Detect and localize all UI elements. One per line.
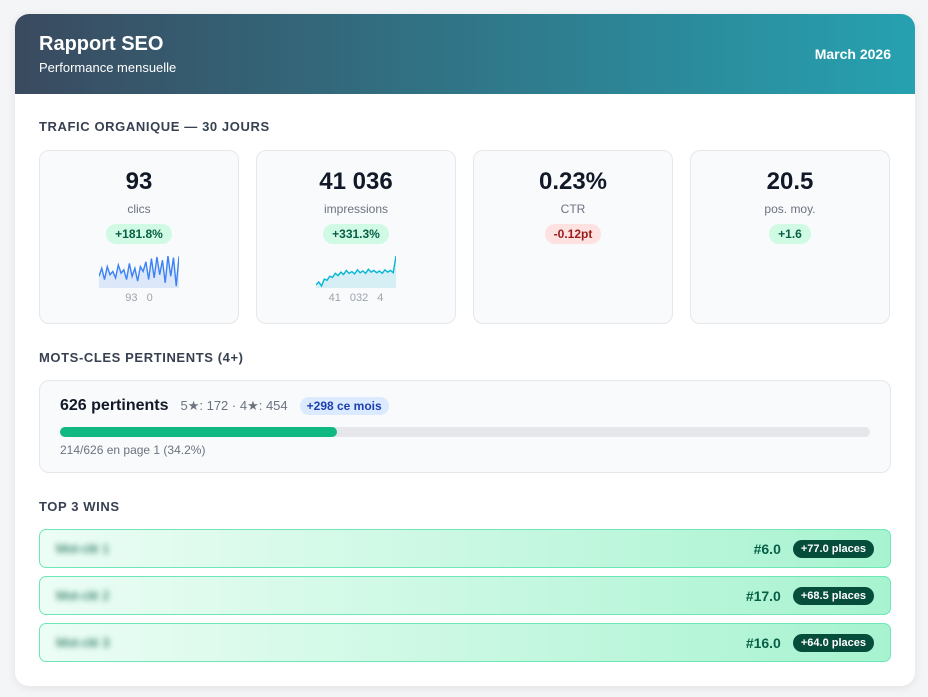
win-position: #17.0 — [745, 587, 781, 604]
win-position: #16.0 — [745, 634, 781, 651]
sparkline-labels: 41 032 4 — [257, 292, 455, 304]
metric-label: pos. moy. — [764, 202, 816, 216]
progress-fill — [60, 427, 338, 437]
metric-value: 0.23% — [538, 168, 608, 195]
win-keyword: Mot-clé 2 — [56, 588, 110, 603]
subtitle: Performance mensuelle — [39, 60, 177, 75]
win-keyword: Mot-clé 1 — [56, 541, 110, 556]
metric-card: 41 036 impressions +331.3% 41 032 4 — [256, 150, 456, 324]
progress-label: 214/626 en page 1 (34.2%) — [60, 443, 206, 457]
sparkline-labels: 93 0 — [40, 292, 238, 304]
date: March 2026 — [814, 46, 891, 62]
sparkline — [316, 255, 396, 288]
win-gain: +68.5 places — [792, 586, 874, 605]
sparkline-line — [99, 255, 179, 287]
header-text: Rapport SEO Performance mensuelle — [39, 33, 176, 75]
metric-label: impressions — [323, 202, 389, 216]
metric-delta: -0.12pt — [544, 224, 602, 244]
sparkline — [99, 255, 179, 288]
keywords-box: 626 pertinents 5★: 172 · 4★: 454 +298 ce m… — [39, 380, 891, 473]
sparkline-line — [316, 255, 396, 288]
metric-value: 93 — [125, 168, 153, 195]
metric-value: 20.5 — [766, 168, 814, 195]
metric-card: 93 clics +181.8% 93 0 — [39, 150, 239, 324]
title: Rapport SEO — [39, 33, 164, 55]
sparkline-label: 41 032 — [328, 292, 369, 304]
win-keyword: Mot-clé 3 — [56, 635, 110, 650]
metrics: 93 clics +181.8% 93 0 41 036 impressions +331… — [39, 150, 890, 324]
progress-track — [60, 427, 870, 437]
section-title: MOTS-CLES PERTINENTS (4+) — [39, 350, 244, 365]
metric-delta: +1.6 — [769, 224, 811, 244]
win-gain: +77.0 places — [792, 539, 874, 558]
win-gain: +64.0 places — [792, 633, 874, 652]
sparkline-label: 0 — [146, 292, 153, 304]
metric-card: 20.5 pos. moy. +1.6 — [690, 150, 890, 324]
metric-delta: +181.8% — [106, 224, 172, 244]
sparkline-area — [99, 256, 179, 288]
metric-delta: +331.3% — [323, 224, 389, 244]
report-card: Rapport SEO Performance mensuelle March … — [15, 14, 915, 686]
win-row: Mot-clé 3 #16.0 +64.0 places — [39, 623, 891, 662]
win-position: #6.0 — [753, 540, 781, 557]
win-row: Mot-clé 2 #17.0 +68.5 places — [39, 576, 891, 615]
metric-card: 0.23% CTR -0.12pt — [473, 150, 673, 324]
sparkline-label: 93 — [125, 292, 138, 304]
section-title: TOP 3 WINS — [39, 499, 120, 514]
metric-value: 41 036 — [319, 168, 393, 195]
metric-label: CTR — [560, 202, 586, 216]
keyword-count: 626 pertinents — [60, 397, 169, 414]
section-title: TRAFIC ORGANIQUE — 30 JOURS — [39, 119, 270, 134]
keyword-badge: +298 ce mois — [299, 397, 389, 415]
win-row: Mot-clé 1 #6.0 +77.0 places — [39, 529, 891, 568]
header: Rapport SEO Performance mensuelle March … — [15, 14, 915, 94]
metric-label: clics — [127, 202, 151, 216]
keyword-stars: 5★: 172 · 4★: 454 — [180, 398, 288, 413]
sparkline-label: 4 — [377, 292, 384, 304]
